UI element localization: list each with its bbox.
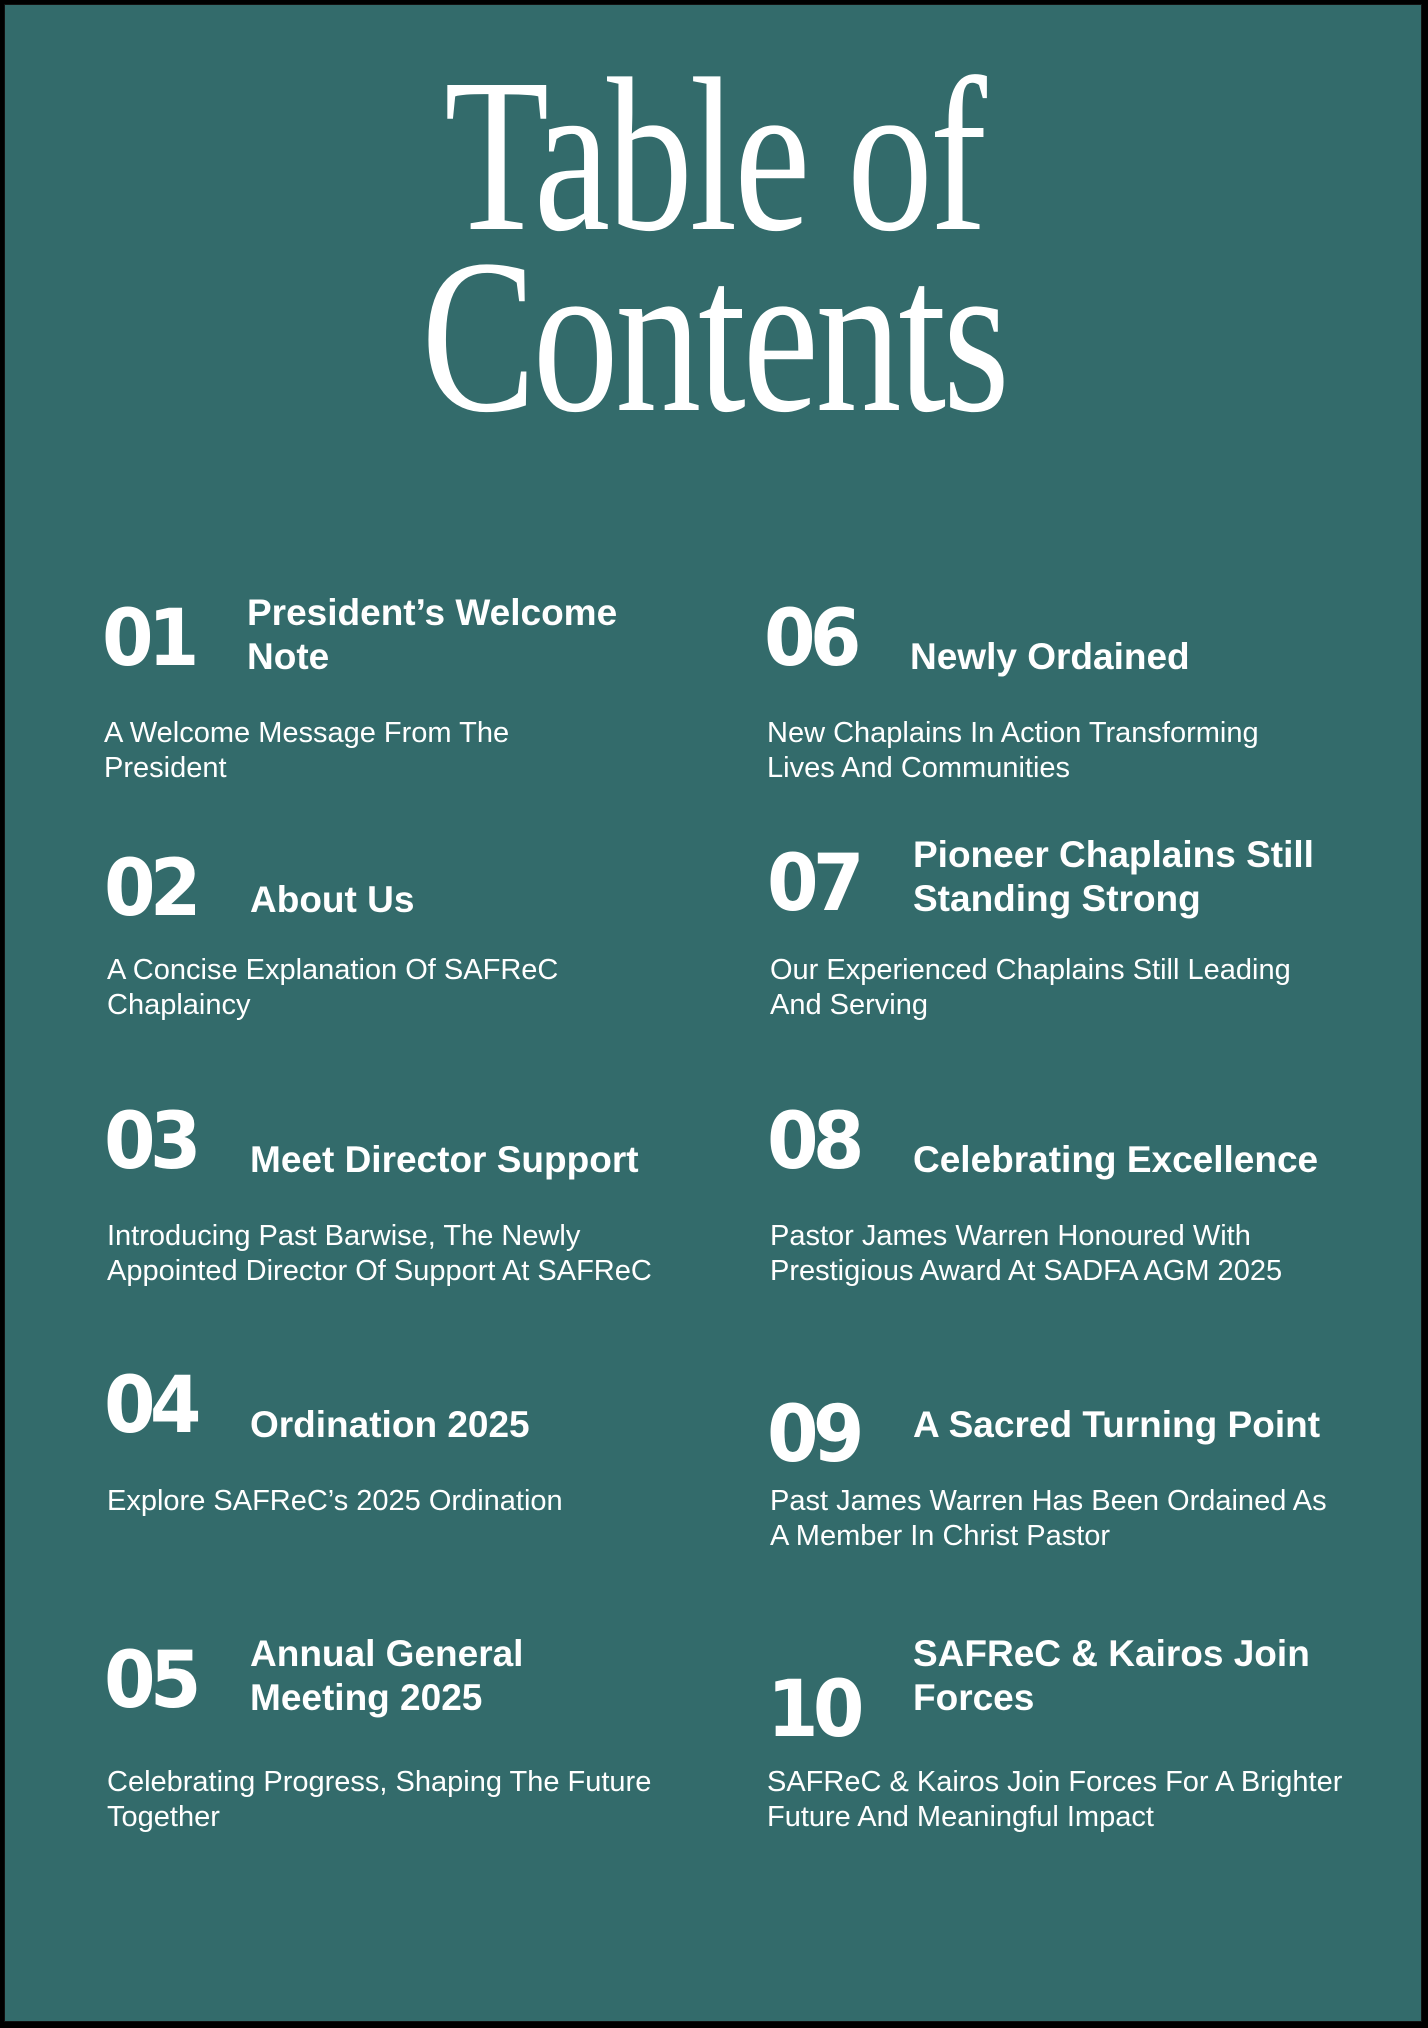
entry-description: A Welcome Message From The President (104, 717, 510, 784)
entry-title: Meet Director Support (250, 1139, 639, 1180)
entry-title: Ordination 2025 (250, 1404, 530, 1445)
entry-number: 05 (104, 1636, 201, 1726)
entry-title: A Sacred Turning Point (913, 1404, 1321, 1445)
entry-title: Annual General Meeting 2025 (250, 1633, 524, 1718)
entry-number: 07 (767, 839, 864, 929)
entry-title: SAFReC & Kairos Join Forces (913, 1633, 1310, 1718)
entry-number: 01 (102, 594, 199, 684)
entry-title: Newly Ordained (910, 636, 1190, 677)
entry-description: A Concise Explanation Of SAFReC Chaplain… (107, 954, 559, 1021)
entry-description: Pastor James Warren Honoured With Presti… (770, 1220, 1283, 1287)
entry-description: Our Experienced Chaplains Still Leading … (770, 954, 1291, 1021)
entry-number: 02 (104, 844, 201, 934)
page-title-line-2: Contents (421, 214, 1009, 458)
entry-description: Celebrating Progress, Shaping The Future… (107, 1766, 652, 1833)
entry-number: 10 (767, 1665, 864, 1755)
entry-title: About Us (250, 879, 415, 920)
toc-page: Table of Contents 01 President’s Welcome … (4, 4, 1422, 2022)
entry-title: President’s Welcome Note (247, 592, 618, 677)
entry-description: SAFReC & Kairos Join Forces For A Bright… (767, 1766, 1343, 1833)
page-title-line-1: Table of (444, 33, 987, 277)
entry-description: Past James Warren Has Been Ordained As A… (770, 1485, 1327, 1552)
entry-title: Celebrating Excellence (913, 1139, 1319, 1180)
entry-description: New Chaplains In Action Transforming Liv… (767, 717, 1259, 784)
entry-number: 06 (764, 594, 861, 684)
entry-description: Explore SAFReC’s 2025 Ordination (107, 1485, 563, 1517)
entry-number: 03 (104, 1097, 201, 1187)
entry-number: 09 (767, 1390, 864, 1480)
entry-number: 04 (104, 1361, 201, 1451)
entry-number: 08 (767, 1097, 864, 1187)
entry-description: Introducing Past Barwise, The Newly Appo… (107, 1220, 652, 1287)
entry-title: Pioneer Chaplains Still Standing Strong (913, 834, 1314, 919)
